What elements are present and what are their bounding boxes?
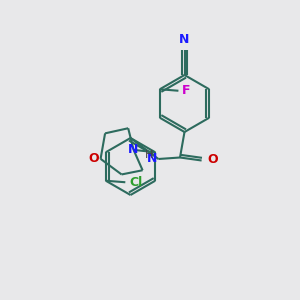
Text: Cl: Cl <box>130 176 143 189</box>
Text: F: F <box>182 84 191 97</box>
Text: N: N <box>146 152 157 165</box>
Text: O: O <box>207 153 217 167</box>
Text: N: N <box>179 33 190 46</box>
Text: H: H <box>145 150 154 161</box>
Text: N: N <box>128 143 138 156</box>
Text: O: O <box>89 152 99 165</box>
